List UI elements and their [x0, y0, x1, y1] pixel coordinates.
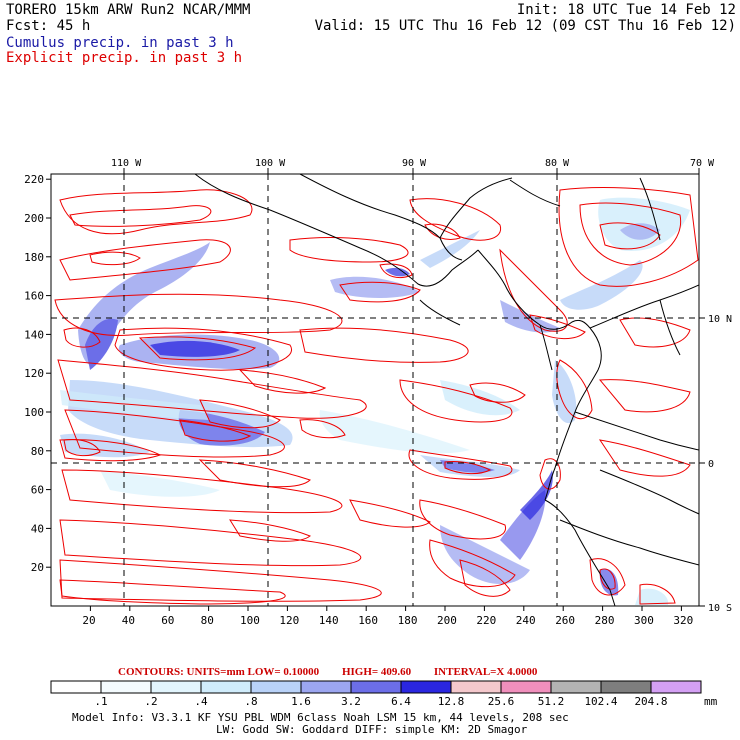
- legend-swatch: [500, 680, 552, 694]
- legend-swatch: [50, 680, 102, 694]
- longitude-axis: 110 W 100 W 90 W 80 W 70 W: [111, 158, 715, 174]
- lat-label-10n: 10 N: [708, 314, 732, 325]
- lat-label-0: 0: [708, 459, 714, 470]
- x-tick-label: 260: [555, 614, 575, 627]
- header-init-time: Init: 18 UTC Tue 14 Feb 12: [516, 2, 736, 18]
- header-model-run: TORERO 15km ARW Run2 NCAR/MMM: [6, 2, 251, 18]
- x-tick-label: 40: [122, 614, 135, 627]
- y-grid-index-axis: 220 200 180 160 140 120 100 80 60 40 20: [24, 173, 51, 574]
- x-tick-label: 20: [82, 614, 95, 627]
- contour-interval: INTERVAL=X 4.0000: [433, 666, 538, 678]
- map-background: [51, 174, 699, 606]
- y-tick-label: 160: [24, 290, 44, 303]
- legend-value-label: 12.8: [438, 695, 465, 708]
- legend-value-label: 6.4: [391, 695, 411, 708]
- legend-swatch: [350, 680, 402, 694]
- lon-label-90w: 90 W: [402, 158, 427, 169]
- model-info-line1: Model Info: V3.3.1 KF YSU PBL WDM 6class…: [72, 711, 569, 724]
- legend-swatch: [300, 680, 352, 694]
- x-grid-index-axis: 20 40 60 80 100 120 140 160 180 200 220 240 260 280 30…: [82, 606, 693, 627]
- x-tick-label: 160: [358, 614, 378, 627]
- legend-swatch: [600, 680, 652, 694]
- contour-info: CONTOURS: UNITS=mm LOW= 0.10000 HIGH= 40…: [118, 666, 557, 678]
- field-explicit-label: Explicit precip. in past 3 h: [6, 50, 243, 66]
- x-tick-label: 180: [398, 614, 418, 627]
- legend-swatch: [650, 680, 702, 694]
- coastlines: [194, 174, 699, 606]
- x-tick-label: 120: [279, 614, 299, 627]
- legend-value-label: .2: [144, 695, 157, 708]
- y-tick-label: 100: [24, 406, 44, 419]
- x-tick-label: 320: [673, 614, 693, 627]
- latlon-grid: [51, 174, 699, 606]
- latitude-axis: 10 N 0 10 S: [699, 314, 732, 614]
- legend-value-label: 25.6: [488, 695, 515, 708]
- legend-swatch: [150, 680, 202, 694]
- legend-value-label: 102.4: [584, 695, 617, 708]
- map-frame: [50, 173, 700, 607]
- color-legend: .1 .2 .4 .8 1.6 3.2 6.4 12.8 25.6 51.2 102.4 204.8: [50, 680, 702, 708]
- x-tick-label: 220: [476, 614, 496, 627]
- legend-value-label: 204.8: [634, 695, 667, 708]
- y-tick-label: 60: [31, 484, 44, 497]
- x-tick-label: 140: [319, 614, 339, 627]
- contour-units-low: CONTOURS: UNITS=mm LOW= 0.10000: [118, 666, 320, 678]
- x-tick-label: 60: [161, 614, 174, 627]
- legend-swatch: [250, 680, 302, 694]
- header-forecast-hour: Fcst: 45 h: [6, 18, 91, 34]
- x-tick-label: 300: [634, 614, 654, 627]
- legend-value-label: 51.2: [538, 695, 565, 708]
- legend-unit: mm: [704, 695, 718, 708]
- lon-label-110w: 110 W: [111, 158, 142, 169]
- x-tick-label: 240: [516, 614, 536, 627]
- header-valid-time: Valid: 15 UTC Thu 16 Feb 12 (09 CST Thu …: [314, 18, 736, 34]
- lon-label-70w: 70 W: [690, 158, 715, 169]
- y-tick-label: 120: [24, 367, 44, 380]
- field-cumulus-label: Cumulus precip. in past 3 h: [6, 35, 234, 51]
- legend-value-label: 1.6: [291, 695, 311, 708]
- contour-high: HIGH= 409.60: [341, 666, 412, 678]
- lat-label-10s: 10 S: [708, 603, 732, 614]
- model-info-line2: LW: Godd SW: Goddard DIFF: simple KM: 2D…: [216, 723, 528, 736]
- lon-label-80w: 80 W: [545, 158, 570, 169]
- y-tick-label: 200: [24, 212, 44, 225]
- y-tick-label: 20: [31, 561, 44, 574]
- legend-value-label: .4: [194, 695, 208, 708]
- lon-label-100w: 100 W: [255, 158, 286, 169]
- legend-swatch: [400, 680, 452, 694]
- legend-value-label: .8: [244, 695, 257, 708]
- y-tick-label: 40: [31, 522, 44, 535]
- y-tick-label: 80: [31, 445, 44, 458]
- legend-swatch: [450, 680, 502, 694]
- y-tick-label: 180: [24, 251, 44, 264]
- x-tick-label: 100: [240, 614, 260, 627]
- legend-value-label: 3.2: [341, 695, 361, 708]
- x-tick-label: 280: [595, 614, 615, 627]
- explicit-precip-contours: [54, 187, 699, 605]
- y-tick-label: 140: [24, 328, 44, 341]
- legend-swatch: [100, 680, 152, 694]
- x-tick-label: 80: [201, 614, 214, 627]
- legend-value-label: .1: [94, 695, 107, 708]
- legend-swatch: [200, 680, 252, 694]
- x-tick-label: 200: [437, 614, 457, 627]
- legend-swatch: [550, 680, 602, 694]
- y-tick-label: 220: [24, 173, 44, 186]
